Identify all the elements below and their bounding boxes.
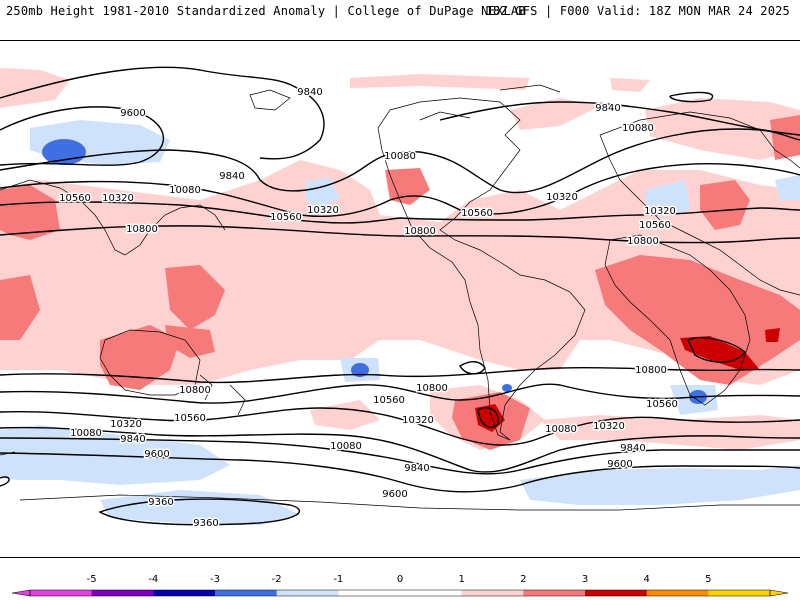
model-valid-time: 18Z GFS | F000 Valid: 18Z MON MAR 24 202… <box>485 4 790 18</box>
contour-label: 10560 <box>646 399 678 410</box>
contour-label: 10320 <box>102 193 134 204</box>
contour-label: 9840 <box>404 463 429 474</box>
colorbar-tick-label: 5 <box>705 574 711 585</box>
contour-label: 10320 <box>110 419 142 430</box>
contour-label: 10560 <box>639 220 671 231</box>
contour-label: 9840 <box>219 171 244 182</box>
contour-label: 10560 <box>270 212 302 223</box>
contour-label: 10800 <box>126 224 158 235</box>
colorbar-tick-label: 2 <box>520 574 526 585</box>
map-frame <box>0 40 800 558</box>
contour-label: 10800 <box>404 226 436 237</box>
colorbar-bin <box>276 590 339 596</box>
contour-label: 10800 <box>627 236 659 247</box>
contour-label: 9360 <box>193 518 218 529</box>
contour-label: 9600 <box>382 489 407 500</box>
contour-label: 10560 <box>461 208 493 219</box>
contour-label: 9600 <box>120 108 145 119</box>
colorbar: -5 -4 -3 -2 -1 0 1 2 3 4 5 <box>11 574 789 597</box>
contour-label: 10560 <box>174 413 206 424</box>
contour-label: 10560 <box>373 395 405 406</box>
contour-label: 9600 <box>607 459 632 470</box>
contour-label: 10080 <box>384 151 416 162</box>
height-contours <box>0 66 800 526</box>
contour-label: 10320 <box>402 415 434 426</box>
contour-label: 10560 <box>59 193 91 204</box>
colorbar-ticks: -5 -4 -3 -2 -1 0 1 2 3 4 5 <box>87 574 712 585</box>
colorbar-bin <box>30 590 93 596</box>
contour-label: 10080 <box>545 424 577 435</box>
colorbar-tick-label: -4 <box>148 574 158 585</box>
contour-label: 10080 <box>169 185 201 196</box>
colorbar-bin <box>646 590 709 596</box>
colorbar-outline <box>29 589 771 597</box>
contour-label: 10800 <box>179 385 211 396</box>
colorbar-low-arrow <box>11 589 31 597</box>
colorbar-bin <box>153 590 216 596</box>
contour-label: 10080 <box>70 428 102 439</box>
map-title: 250mb Height 1981-2010 Standardized Anom… <box>6 4 526 18</box>
contour-label: 10080 <box>330 441 362 452</box>
contour-label: 9840 <box>120 434 145 445</box>
contour-label: 9360 <box>148 497 173 508</box>
colorbar-bin <box>585 590 648 596</box>
colorbar-tick-label: 4 <box>643 574 649 585</box>
contour-label: 9840 <box>620 443 645 454</box>
colorbar-bin <box>91 590 154 596</box>
colorbar-bin <box>400 590 463 596</box>
contour-label: 10800 <box>416 383 448 394</box>
colorbar-high-arrow <box>769 589 789 597</box>
contour-label: 10080 <box>622 123 654 134</box>
contour-label: 10320 <box>307 205 339 216</box>
colorbar-tick-label: 3 <box>582 574 588 585</box>
colorbar-tick-label: -5 <box>87 574 97 585</box>
colorbar-tick-label: 0 <box>397 574 403 585</box>
colorbar-bin <box>461 590 524 596</box>
anomaly-negative-light <box>0 120 800 525</box>
colorbar-bin <box>708 590 771 596</box>
contour-label: 9840 <box>297 87 322 98</box>
contour-label: 10320 <box>644 206 676 217</box>
contour-label: 9600 <box>144 449 169 460</box>
colorbar-tick-label: 1 <box>458 574 464 585</box>
contour-label: 10320 <box>593 421 625 432</box>
colorbar-bin <box>523 590 586 596</box>
contour-label: 9840 <box>595 103 620 114</box>
colorbar-bin <box>338 590 401 596</box>
contour-label: 10800 <box>635 365 667 376</box>
colorbar-bins <box>11 589 789 597</box>
contour-label: 10320 <box>546 192 578 203</box>
colorbar-tick-label: -1 <box>333 574 343 585</box>
colorbar-tick-label: -3 <box>210 574 220 585</box>
colorbar-bin <box>215 590 278 596</box>
colorbar-tick-label: -2 <box>272 574 282 585</box>
